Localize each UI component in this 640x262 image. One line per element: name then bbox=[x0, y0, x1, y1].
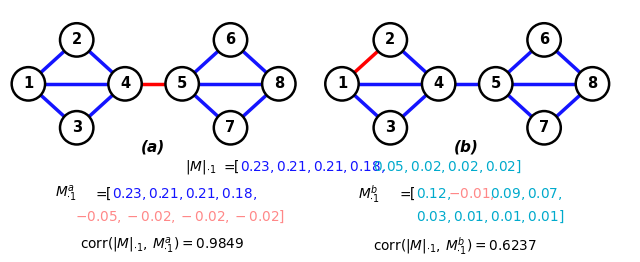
Text: $0.23, 0.21, 0.21, 0.18,$: $0.23, 0.21, 0.21, 0.18,$ bbox=[240, 159, 385, 175]
Text: $|M|_{\cdot 1}$: $|M|_{\cdot 1}$ bbox=[185, 158, 216, 176]
Text: 8: 8 bbox=[588, 76, 598, 91]
Circle shape bbox=[60, 23, 93, 57]
Text: $\mathrm{corr}(|M|_{\cdot 1},\,M^b_{\cdot 1}) = 0.6237$: $\mathrm{corr}(|M|_{\cdot 1},\,M^b_{\cdo… bbox=[373, 235, 537, 257]
Text: 1: 1 bbox=[23, 76, 33, 91]
Circle shape bbox=[214, 23, 247, 57]
Text: 7: 7 bbox=[539, 120, 549, 135]
Text: 8: 8 bbox=[274, 76, 284, 91]
Text: 2: 2 bbox=[385, 32, 396, 47]
Circle shape bbox=[166, 67, 199, 101]
Text: (a): (a) bbox=[141, 140, 165, 155]
Circle shape bbox=[262, 67, 296, 101]
Text: $0.23, 0.21, 0.21, 0.18,$: $0.23, 0.21, 0.21, 0.18,$ bbox=[112, 186, 257, 202]
Text: $=$: $=$ bbox=[221, 160, 236, 174]
Text: $\,0.05, 0.02, 0.02, 0.02]$: $\,0.05, 0.02, 0.02, 0.02]$ bbox=[371, 159, 522, 175]
Text: $0.12,$: $0.12,$ bbox=[416, 186, 451, 202]
Text: 7: 7 bbox=[225, 120, 236, 135]
Text: 6: 6 bbox=[225, 32, 236, 47]
Circle shape bbox=[479, 67, 513, 101]
Circle shape bbox=[108, 67, 141, 101]
Circle shape bbox=[374, 23, 407, 57]
Circle shape bbox=[374, 111, 407, 144]
Text: $[$: $[$ bbox=[105, 186, 111, 202]
Text: $\mathrm{corr}(|M|_{\cdot 1},\,M^a_{\cdot 1}) = 0.9849$: $\mathrm{corr}(|M|_{\cdot 1},\,M^a_{\cdo… bbox=[80, 236, 244, 256]
Circle shape bbox=[422, 67, 455, 101]
Text: 2: 2 bbox=[72, 32, 82, 47]
Circle shape bbox=[214, 111, 247, 144]
Text: 3: 3 bbox=[385, 120, 396, 135]
Text: 1: 1 bbox=[337, 76, 347, 91]
Text: 5: 5 bbox=[177, 76, 188, 91]
Text: $-0.05, -0.02, -0.02, -0.02]$: $-0.05, -0.02, -0.02, -0.02]$ bbox=[75, 209, 285, 225]
Text: 3: 3 bbox=[72, 120, 82, 135]
Text: $M^b_{\cdot 1}$: $M^b_{\cdot 1}$ bbox=[358, 183, 380, 205]
Circle shape bbox=[60, 111, 93, 144]
Text: 4: 4 bbox=[120, 76, 130, 91]
Text: $-0.01,$: $-0.01,$ bbox=[448, 186, 495, 202]
Text: 6: 6 bbox=[539, 32, 549, 47]
Circle shape bbox=[527, 111, 561, 144]
Text: $0.09, 0.07,$: $0.09, 0.07,$ bbox=[490, 186, 563, 202]
Text: $=$: $=$ bbox=[397, 187, 412, 201]
Text: $[$: $[$ bbox=[409, 186, 415, 202]
Circle shape bbox=[12, 67, 45, 101]
Text: $0.03, 0.01, 0.01, 0.01]$: $0.03, 0.01, 0.01, 0.01]$ bbox=[416, 209, 564, 225]
Text: $M^a_{\cdot 1}$: $M^a_{\cdot 1}$ bbox=[55, 184, 77, 204]
Circle shape bbox=[576, 67, 609, 101]
Text: 5: 5 bbox=[491, 76, 501, 91]
Text: $[$: $[$ bbox=[233, 159, 239, 175]
Text: 4: 4 bbox=[433, 76, 444, 91]
Text: (b): (b) bbox=[454, 140, 479, 155]
Text: $=$: $=$ bbox=[93, 187, 108, 201]
Circle shape bbox=[325, 67, 358, 101]
Circle shape bbox=[527, 23, 561, 57]
